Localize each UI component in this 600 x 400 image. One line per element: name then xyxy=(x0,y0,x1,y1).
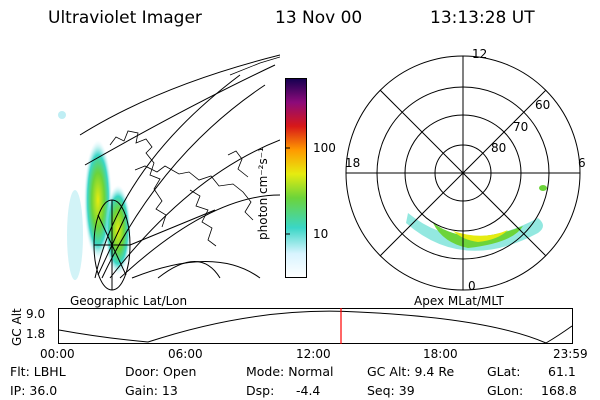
mlat-label-70: 70 xyxy=(513,120,529,134)
aurora-oval xyxy=(433,223,523,248)
gc-alt-value: GC Alt: 9.4 Re xyxy=(367,364,455,379)
mlat-label-60: 60 xyxy=(535,98,551,112)
colorbar-unit-label: photon cm⁻²s⁻¹ xyxy=(256,147,270,240)
time-label: 13:13:28 UT xyxy=(430,8,535,28)
geographic-map xyxy=(58,54,280,291)
colorbar-tick-100: 100 xyxy=(313,141,336,155)
timeline-xtick-0600: 06:00 xyxy=(168,347,203,361)
ip-value: IP: 36.0 xyxy=(10,383,58,398)
timeline-xtick-2359: 23:59 xyxy=(553,347,588,361)
mlt-meridian-diag xyxy=(379,89,547,257)
orbit-timeline xyxy=(58,308,573,344)
mlt-label-12: 12 xyxy=(472,47,488,61)
polar-mlt-plot xyxy=(345,55,581,291)
mlt-label-6: 6 xyxy=(578,156,586,170)
globe-limb xyxy=(93,199,216,291)
aurora-oval xyxy=(453,230,508,242)
gain-value: Gain: 13 xyxy=(125,383,178,398)
dsp-value: -4.4 xyxy=(296,383,321,398)
timeline-xtick-1800: 18:00 xyxy=(423,347,458,361)
coastline xyxy=(109,56,280,247)
timeline-ytick-1: 1.8 xyxy=(26,327,46,341)
mlat-label-80: 80 xyxy=(491,141,507,155)
timeline-ytick-9: 9.0 xyxy=(26,307,46,321)
instrument-title: Ultraviolet Imager xyxy=(48,8,202,28)
aurora-oval xyxy=(406,213,543,251)
aurora-emission xyxy=(67,190,83,280)
polar-panel-label: Apex MLat/MLT xyxy=(414,294,504,308)
timeline-xtick-0000: 00:00 xyxy=(40,347,75,361)
mlt-label-0: 0 xyxy=(468,279,476,293)
glat-value: 61.1 xyxy=(548,364,576,379)
mode-value: Mode: Normal xyxy=(246,364,334,379)
glon-value: 168.8 xyxy=(541,383,577,398)
aurora-spot xyxy=(539,185,547,191)
timeline-xtick-1200: 12:00 xyxy=(296,347,331,361)
filter-value: Flt: LBHL xyxy=(10,364,66,379)
color-scale-bar xyxy=(285,78,307,278)
mlt-label-18: 18 xyxy=(345,156,361,170)
colorbar-tick-10: 10 xyxy=(313,227,329,241)
aurora-emission xyxy=(58,111,66,119)
geographic-panel-label: Geographic Lat/Lon xyxy=(70,294,188,308)
glat-label: GLat: xyxy=(487,364,521,379)
seq-value: Seq: 39 xyxy=(367,383,415,398)
timeline-ylabel: GC Alt xyxy=(10,308,24,346)
dsp-label: Dsp: xyxy=(246,383,275,398)
date-label: 13 Nov 00 xyxy=(275,8,363,28)
door-value: Door: Open xyxy=(125,364,197,379)
altitude-curve xyxy=(58,310,573,344)
glon-label: GLon: xyxy=(487,383,524,398)
